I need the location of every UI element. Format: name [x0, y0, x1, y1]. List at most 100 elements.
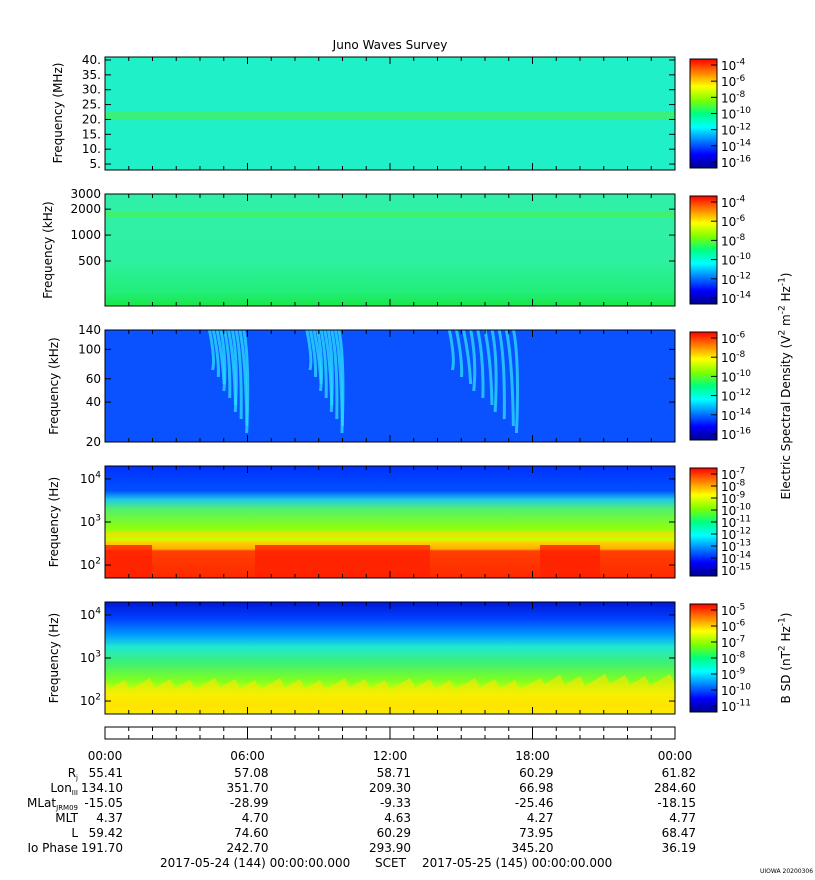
- ephemeris-value: 61.82: [662, 766, 696, 780]
- colorbar-tick-label: 10-7: [721, 467, 745, 482]
- ephemeris-label: MLT: [55, 811, 78, 825]
- p4-intense-region: [105, 545, 152, 578]
- ytick-label: 40: [86, 395, 101, 409]
- emission-streak: [462, 329, 473, 385]
- colorbar-tick-label: 10-8: [721, 479, 746, 494]
- ytick-label: 140: [78, 323, 101, 337]
- ephemeris-label: MLatJRM09: [27, 796, 78, 812]
- ephemeris-label: L: [71, 826, 78, 840]
- colorbar-tick-label: 10-10: [721, 503, 751, 518]
- ephemeris-value: -15.05: [84, 796, 123, 810]
- panel-1: 40.35.30.25.20.15.10.5. Frequency (MHz): [51, 53, 676, 171]
- ytick-label: 102: [80, 557, 101, 572]
- ytick-label: 102: [80, 693, 101, 708]
- colorbar-tick-label: 10-8: [721, 350, 746, 365]
- colorbar-2: [689, 195, 718, 305]
- ytick-label: 5.: [90, 157, 101, 171]
- colorbar-tick-label: 10-14: [721, 551, 751, 566]
- ephemeris-value: 4.70: [242, 811, 269, 825]
- time-label: 00:00: [88, 749, 123, 763]
- colorbar-tick-label: 10-10: [721, 106, 751, 121]
- colorbar-tick-label: 10-12: [721, 527, 751, 542]
- colorbar-tick-label: 10-6: [721, 214, 746, 229]
- ytick-label: 103: [80, 514, 101, 529]
- ytick-label: 20.: [82, 112, 101, 126]
- ytick-label: 20: [86, 435, 101, 449]
- ephemeris-value: 4.27: [527, 811, 554, 825]
- colorbar-tick-label: 10-16: [721, 155, 751, 170]
- emission-streak: [455, 329, 464, 378]
- emission-streak: [305, 329, 313, 371]
- emission-streak: [330, 329, 339, 420]
- emission-streak: [497, 329, 506, 420]
- colorbar-tick-label: 10-10: [721, 252, 751, 267]
- time-label: 18:00: [515, 749, 550, 763]
- figure-title: Juno Waves Survey: [332, 38, 448, 52]
- emission-streak: [230, 329, 238, 413]
- colorbar-tick-label: 10-8: [721, 233, 746, 248]
- colorbar-tick-label: 10-6: [721, 74, 746, 89]
- panel-4-ylabel: Frequency (Hz): [47, 477, 61, 568]
- colorbar-3: [689, 331, 718, 441]
- ytick-label: 1000: [70, 228, 101, 242]
- emission-streak: [319, 329, 328, 399]
- ephemeris-value: 55.41: [89, 766, 123, 780]
- colorbar-tick-label: 10-9: [721, 667, 746, 682]
- panel-5-ylabel: Frequency (Hz): [47, 613, 61, 704]
- panel-2-ylabel: Frequency (kHz): [41, 201, 55, 298]
- emission-streak: [504, 329, 515, 427]
- colorbar-tick-label: 10-5: [721, 603, 745, 618]
- panel-5: 104 103 102 Frequency (Hz): [47, 601, 676, 715]
- p5-low-freq-region: [105, 674, 675, 714]
- ephemeris-value: 293.90: [369, 841, 411, 855]
- ytick-label: 2000: [70, 202, 101, 216]
- emission-streak: [234, 329, 243, 420]
- ephemeris-value: 284.60: [654, 781, 696, 795]
- emission-streak: [219, 329, 227, 392]
- ephemeris-value: 4.37: [96, 811, 123, 825]
- time-label: 12:00: [373, 749, 408, 763]
- stamp: UIOWA 20200306: [760, 868, 813, 875]
- colorbar-tick-label: 10-10: [721, 369, 751, 384]
- panel-1-ylabel: Frequency (MHz): [51, 63, 65, 164]
- ytick-label: 35.: [82, 68, 101, 82]
- colorbar-label: B SD (nT2 Hz-1): [778, 613, 793, 704]
- ephemeris-value: -18.15: [657, 796, 696, 810]
- colorbar-tick-label: 10-12: [721, 388, 751, 403]
- ytick-label: 40.: [82, 53, 101, 67]
- ephemeris-value: 191.70: [81, 841, 123, 855]
- panel-3-ylabel: Frequency (kHz): [47, 337, 61, 434]
- p4-intense-region: [255, 545, 430, 578]
- ephemeris-value: 4.77: [669, 811, 696, 825]
- colorbar-tick-label: 10-8: [721, 651, 746, 666]
- ytick-label: 15.: [82, 127, 101, 141]
- colorbar-tick-label: 10-14: [721, 291, 751, 306]
- ephemeris-value: 58.71: [377, 766, 411, 780]
- emission-streak: [337, 329, 345, 434]
- colorbar-tick-label: 10-8: [721, 90, 746, 105]
- panel-3-bg: [105, 330, 675, 442]
- ephemeris-value: 351.70: [227, 781, 269, 795]
- time-label: 00:00: [658, 749, 693, 763]
- ephemeris-value: 66.98: [519, 781, 553, 795]
- emission-streak: [512, 329, 519, 434]
- colorbar-tick-label: 10-11: [721, 515, 751, 530]
- colorbar-tick-label: 10-12: [721, 122, 751, 137]
- panel-2-bg: [105, 194, 675, 306]
- ytick-label: 103: [80, 650, 101, 665]
- emission-streak: [469, 329, 477, 392]
- colorbar-tick-label: 10-16: [721, 427, 751, 442]
- ytick-label: 104: [80, 471, 101, 486]
- ytick-label: 25.: [82, 98, 101, 112]
- emission-streak: [326, 329, 334, 413]
- colorbar-tick-label: 10-10: [721, 683, 751, 698]
- emission-streak: [211, 329, 220, 378]
- colorbar-tick-label: 10-12: [721, 271, 751, 286]
- ephemeris-value: 134.10: [81, 781, 123, 795]
- emission-streak: [242, 329, 250, 434]
- ephemeris-value: 57.08: [234, 766, 268, 780]
- colorbar-tick-label: 10-4: [721, 195, 746, 210]
- ytick-label: 3000: [70, 187, 101, 201]
